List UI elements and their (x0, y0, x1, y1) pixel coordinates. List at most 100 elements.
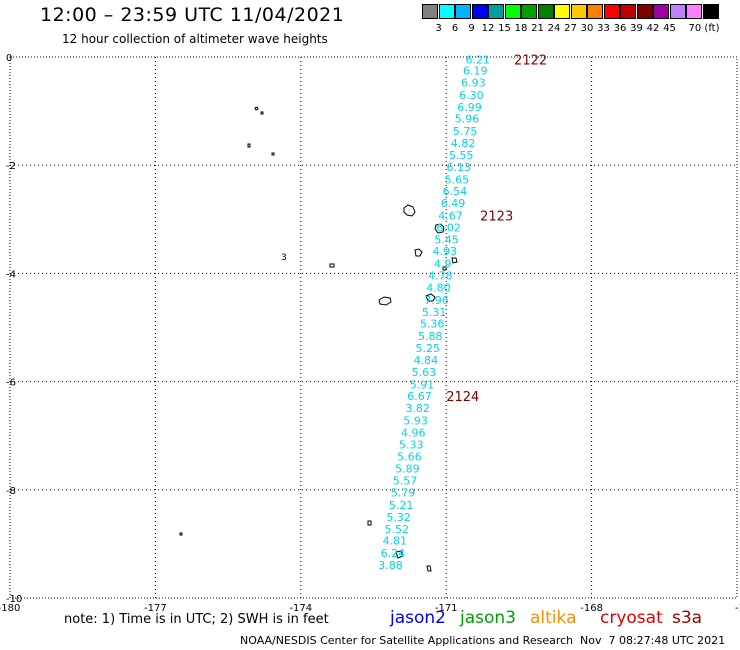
island-outline (395, 550, 404, 559)
wave-height-value: 4.82 (451, 137, 476, 150)
wave-height-value: 5.65 (445, 173, 470, 186)
wave-height-value: 5.52 (385, 523, 410, 536)
map-title: 12:00 – 23:59 UTC 11/04/2021 (40, 4, 345, 26)
y-tick-label: -6 (6, 378, 16, 389)
y-tick-label: -8 (6, 486, 16, 497)
colorbar-swatch (537, 4, 554, 19)
wave-height-value: 4.84 (414, 354, 439, 367)
wave-height-value: 5.45 (434, 233, 459, 246)
colorbar-swatch (702, 4, 719, 19)
wave-height-value: 6.19 (463, 65, 488, 78)
map-frame (9, 56, 738, 599)
island-outline (329, 263, 335, 268)
wave-height-value: 5.91 (410, 378, 435, 391)
colorbar-tick-label: 6 (451, 23, 459, 34)
island-outlines (179, 106, 458, 572)
wave-height-value: 7.96 (424, 294, 449, 307)
island-outline (254, 106, 259, 111)
wave-height-value: 6.30 (459, 89, 484, 102)
colorbar-swatch (554, 4, 570, 19)
island-outline (425, 293, 436, 302)
island-outline (179, 532, 183, 536)
wave-height-value: 5.88 (418, 330, 443, 343)
wave-height-value: 4.93 (432, 245, 457, 258)
generation-timestamp: Nov 7 08:27:48 UTC 2021 (580, 634, 726, 647)
map-label: 3 (281, 253, 287, 263)
colorbar-swatch (422, 4, 438, 19)
colorbar-tick-label: 18 (514, 23, 528, 34)
footer-note: note: 1) Time is in UTC; 2) SWH is in fe… (64, 612, 329, 627)
colorbar-swatch (636, 4, 653, 19)
colorbar-swatch (504, 4, 521, 19)
wave-height-value: 6.93 (461, 76, 486, 89)
island-outline (378, 296, 392, 306)
island-outline (414, 248, 423, 257)
credit-text: NOAA/NESDIS Center for Satellite Applica… (240, 634, 574, 647)
colorbar-tick-label: 15 (498, 23, 511, 34)
wave-height-value: 5.93 (403, 415, 428, 428)
wave-height-value: 5.55 (449, 149, 474, 162)
island-outline (451, 257, 458, 264)
y-tick-label: -10 (6, 594, 22, 605)
wave-height-value: 4.80 (426, 281, 451, 294)
colorbar-tick-label: 12 (481, 23, 495, 34)
legend-item-jason2: jason2 (390, 608, 446, 628)
colorbar-tick-label: 45 (663, 23, 676, 34)
wave-height-value: 5.75 (453, 125, 478, 138)
x-tick-label: -171 (435, 603, 458, 614)
time-marker: 2122 (514, 54, 547, 69)
island-outline (247, 143, 251, 148)
wave-height-value: 4.9 (434, 258, 452, 271)
colorbar-tick-label: 3 (435, 23, 442, 34)
wave-height-value: 5.89 (395, 463, 420, 476)
colorbar-tick-label: 42 (646, 23, 660, 34)
colorbar-tick-label: 70 (ft) (688, 23, 720, 34)
colorbar-swatch (570, 4, 587, 19)
wave-height-value: 3.88 (378, 559, 403, 572)
colorbar-tick-label: 33 (597, 23, 610, 34)
wave-height-value: 6.02 (436, 221, 461, 234)
colorbar-swatch (438, 4, 455, 19)
map-labels: 3 (281, 253, 287, 263)
colorbar-tick-label: 27 (564, 23, 577, 34)
y-tick-label: -4 (6, 269, 16, 280)
wave-height-value: 3.82 (405, 402, 430, 415)
colorbar-swatch (669, 4, 686, 19)
colorbar-tick-label: 30 (580, 23, 594, 34)
legend-item-jason3: jason3 (460, 608, 516, 628)
time-marker: 2123 (480, 210, 513, 225)
wave-height-value: 5.31 (422, 306, 447, 319)
colorbar-tick-label: 21 (531, 23, 544, 34)
colorbar-tick-label: 39 (630, 23, 643, 34)
x-tick-label: -180 (0, 603, 20, 614)
wave-height-value: 4.96 (401, 426, 426, 439)
wave-height-value: 5.36 (420, 318, 445, 331)
island-outline (403, 204, 416, 217)
wave-height-value: 5.66 (397, 450, 422, 463)
axis-labels: -180 -177 -174 -171 -168 -165 0 -2 -4 -6 -8 -10 (0, 53, 740, 614)
colorbar-tick-label: 36 (613, 23, 627, 34)
island-outline (367, 520, 372, 526)
wave-height-value: 5.25 (416, 342, 441, 355)
wave-height-track: 6.216.196.936.306.995.965.754.825.556.13… (378, 54, 490, 572)
y-tick-label: -2 (6, 161, 16, 172)
colorbar-swatch (521, 4, 537, 19)
time-markers: 2122 2123 2124 (446, 54, 547, 406)
colorbar-tick-label: 9 (468, 23, 475, 34)
x-tick-label: -177 (144, 603, 167, 614)
island-outline (260, 111, 264, 115)
colorbar-swatch (620, 4, 636, 19)
wave-height-value: 6.13 (447, 161, 472, 174)
wave-height-value: 5.21 (389, 499, 414, 512)
colorbar-swatch (471, 4, 488, 19)
y-tick-label: 0 (6, 53, 12, 64)
colorbar-swatch (455, 4, 471, 19)
wave-height-value: 5.79 (391, 487, 416, 500)
wave-height-value: 5.32 (386, 511, 411, 524)
graticule (10, 57, 737, 598)
colorbar-swatch (686, 4, 702, 19)
x-tick-label: -168 (580, 603, 603, 614)
time-marker: 2124 (446, 390, 479, 405)
island-outline (442, 266, 447, 271)
